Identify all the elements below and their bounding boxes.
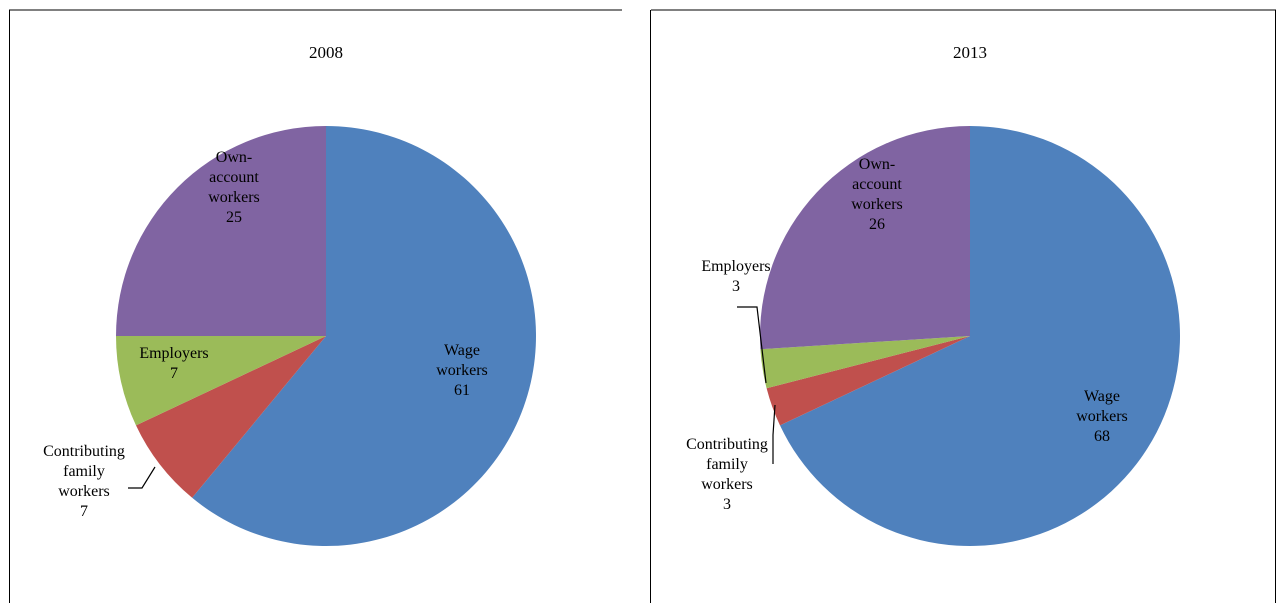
chart-title-2013: 2013 (953, 43, 987, 62)
pie-slice-own-account-workers-2013 (759, 126, 970, 350)
data-label-line-wage-workers-2008-2: 61 (454, 382, 470, 399)
pie-slice-own-account-workers-2008 (116, 126, 326, 336)
chart-title-2008: 2008 (309, 43, 343, 62)
data-label-line-wage-workers-2008-1: workers (436, 362, 488, 379)
data-label-contributing-family-workers-2008: Contributing family workers 7 (43, 443, 125, 520)
pie-slice-contributing-family-workers-2013 (766, 336, 970, 426)
leader-line-contributing-family-workers-2008 (128, 466, 156, 489)
data-label-line-wage-workers-2013-1: workers (1076, 408, 1128, 425)
data-label-wage-workers-2013: Wage workers 68 (1076, 388, 1128, 445)
data-label-line-contributing-family-workers-2008-0: Contributing (43, 443, 125, 460)
data-label-line-wage-workers-2013-0: Wage (1084, 388, 1120, 405)
data-label-line-contributing-family-workers-2008-2: workers (58, 483, 110, 500)
pie-slice-employers-2013 (760, 336, 970, 389)
pie-slice-contributing-family-workers-2008 (135, 336, 326, 498)
data-label-line-employers-2008-0: Employers (139, 345, 208, 362)
data-label-line-contributing-family-workers-2008-3: 7 (80, 503, 88, 520)
data-label-line-own-account-workers-2013-2: workers (851, 196, 903, 213)
pie-chart-2008: 2008 Wage workers 61 Contributing family work… (43, 43, 536, 546)
pie-slices-2008 (116, 126, 536, 546)
pie-chart-2013: 2013 Wage workers 68 Contributing family work… (686, 43, 1181, 546)
data-label-line-own-account-workers-2013-0: Own- (859, 156, 895, 173)
data-label-line-own-account-workers-2008-1: account (209, 169, 259, 186)
data-label-line-contributing-family-workers-2013-0: Contributing (686, 436, 768, 453)
data-label-wage-workers-2008: Wage workers 61 (436, 342, 488, 399)
data-label-line-employers-2008-1: 7 (170, 365, 178, 382)
pie-slice-wage-workers-2008 (192, 126, 536, 546)
data-label-line-contributing-family-workers-2008-1: family (63, 463, 105, 480)
data-label-line-own-account-workers-2008-3: 25 (226, 209, 242, 226)
data-label-line-contributing-family-workers-2013-2: workers (701, 476, 753, 493)
data-label-own-account-workers-2013: Own-account workers 26 (851, 156, 903, 233)
data-label-line-contributing-family-workers-2013-1: family (706, 456, 748, 473)
leader-line-contributing-family-workers-2013 (772, 404, 776, 464)
data-label-line-employers-2013-1: 3 (732, 278, 740, 295)
data-label-line-own-account-workers-2013-3: 26 (869, 216, 885, 233)
leader-line-employers-2013 (737, 306, 767, 384)
data-label-line-own-account-workers-2013-1: account (852, 176, 902, 193)
pie-slice-wage-workers-2013 (779, 125, 1181, 546)
data-label-own-account-workers-2008: Own-account workers 25 (208, 149, 260, 226)
data-label-line-employers-2013-0: Employers (701, 258, 770, 275)
data-label-employers-2013: Employers 3 (701, 258, 770, 295)
data-label-line-own-account-workers-2008-0: Own- (216, 149, 252, 166)
pie-slice-employers-2008 (116, 336, 326, 426)
data-label-line-wage-workers-2008-0: Wage (444, 342, 480, 359)
data-label-line-own-account-workers-2008-2: workers (208, 189, 260, 206)
data-label-contributing-family-workers-2013: Contributing family workers 3 (686, 436, 768, 513)
data-label-line-contributing-family-workers-2013-3: 3 (723, 496, 731, 513)
data-label-employers-2008: Employers 7 (139, 345, 208, 382)
pie-slices-2013 (759, 125, 1181, 546)
data-label-line-wage-workers-2013-2: 68 (1094, 428, 1110, 445)
